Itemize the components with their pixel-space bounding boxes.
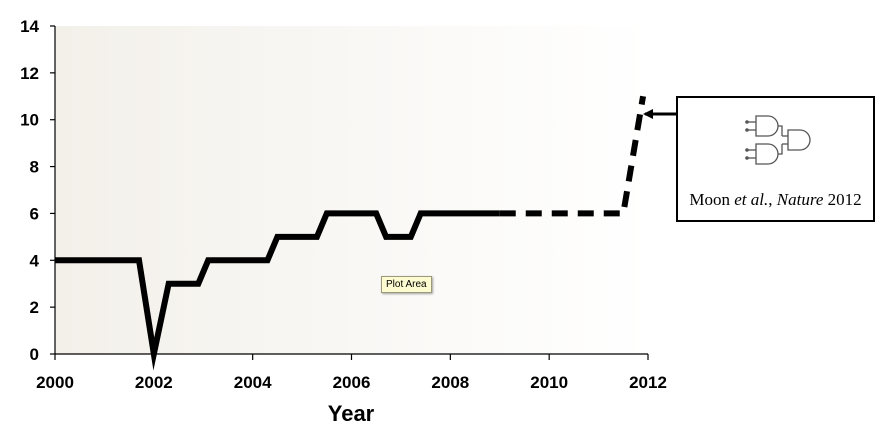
y-tick-label: 14	[20, 17, 39, 36]
x-axis-title: Year	[328, 401, 375, 426]
caption-italic-journal: Nature	[776, 190, 824, 209]
annotation-box: Moon et al., Nature 2012	[676, 96, 875, 222]
caption-italic-authors: et al.	[734, 190, 769, 209]
x-tick-label: 2006	[333, 373, 371, 392]
y-tick-label: 2	[30, 298, 39, 317]
x-tick-label: 2010	[530, 373, 568, 392]
series-layer	[55, 95, 647, 371]
x-tick-label: 2012	[629, 373, 667, 392]
y-tick-label: 0	[30, 345, 39, 364]
y-axis: 0 2 4 6 8 10 12 14	[20, 17, 56, 364]
caption-suffix: 2012	[823, 190, 862, 209]
x-axis: 2000 2002 2004 2006 2008 2010 2012	[36, 353, 667, 392]
y-tick-label: 12	[20, 64, 39, 83]
annotation-caption: Moon et al., Nature 2012	[678, 190, 873, 210]
y-tick-label: 8	[30, 158, 39, 177]
x-tick-label: 2008	[431, 373, 469, 392]
plot-area	[55, 26, 648, 354]
logic-gate-circuit-icon	[745, 115, 811, 165]
x-tick-label: 2000	[36, 373, 74, 392]
series-line-0-solid	[55, 210, 500, 371]
y-tick-label: 10	[20, 111, 39, 130]
plot-area-tooltip: Plot Area	[381, 276, 432, 293]
x-tick-label: 2002	[135, 373, 173, 392]
caption-middle: ,	[768, 190, 777, 209]
x-tick-label: 2004	[234, 373, 272, 392]
series-line-1-dashed	[499, 95, 647, 217]
y-tick-label: 4	[30, 251, 40, 270]
y-tick-label: 6	[30, 204, 39, 223]
caption-prefix: Moon	[689, 190, 735, 209]
